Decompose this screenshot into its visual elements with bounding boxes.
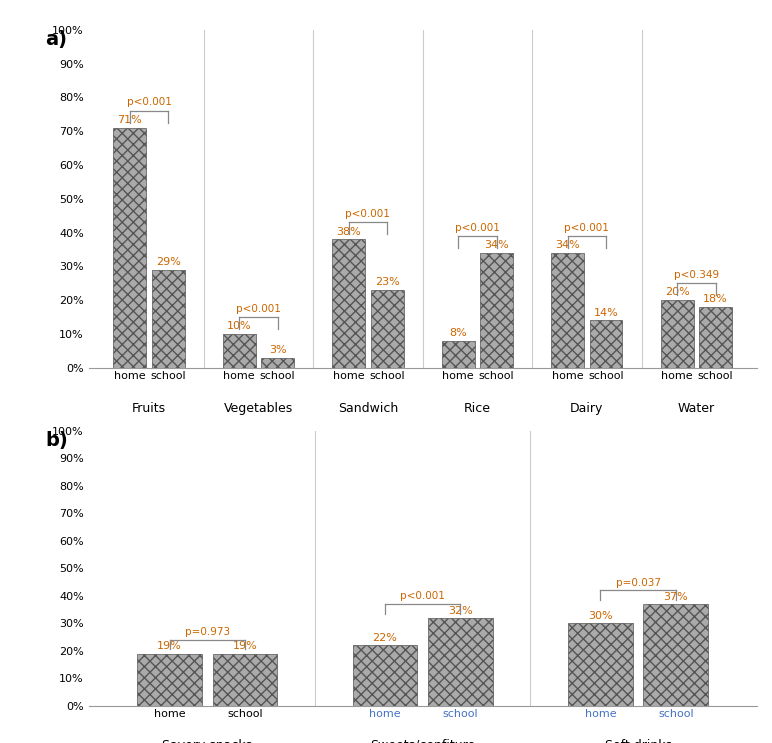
- Text: a): a): [46, 30, 67, 49]
- Bar: [480, 253, 513, 368]
- Bar: [428, 618, 493, 706]
- Text: 23%: 23%: [374, 277, 399, 288]
- Text: 22%: 22%: [373, 633, 398, 643]
- Text: 71%: 71%: [117, 115, 142, 125]
- Text: Fruits: Fruits: [132, 401, 166, 415]
- Text: 34%: 34%: [555, 240, 580, 250]
- Bar: [590, 320, 622, 368]
- Text: 29%: 29%: [156, 257, 181, 267]
- Text: p<0.001: p<0.001: [127, 97, 171, 108]
- Text: p=0.973: p=0.973: [185, 627, 230, 637]
- Bar: [699, 307, 732, 368]
- Bar: [568, 623, 633, 706]
- Bar: [661, 300, 693, 368]
- Bar: [137, 654, 201, 706]
- Text: Sandwich: Sandwich: [338, 401, 398, 415]
- Text: 20%: 20%: [665, 288, 689, 297]
- Text: 32%: 32%: [448, 606, 472, 616]
- Text: Water: Water: [678, 401, 715, 415]
- Text: Dairy: Dairy: [571, 401, 604, 415]
- Text: 19%: 19%: [232, 641, 257, 652]
- Text: 37%: 37%: [663, 592, 688, 602]
- Text: 8%: 8%: [449, 328, 467, 338]
- Bar: [353, 646, 418, 706]
- Text: p<0.001: p<0.001: [346, 209, 391, 219]
- Text: Savory snacks: Savory snacks: [162, 739, 252, 743]
- Text: Sweets/confiture: Sweets/confiture: [370, 739, 476, 743]
- Text: 10%: 10%: [227, 321, 252, 331]
- Text: 30%: 30%: [588, 611, 613, 621]
- Text: p<0.001: p<0.001: [236, 304, 281, 314]
- Text: 14%: 14%: [594, 308, 618, 318]
- Bar: [644, 604, 708, 706]
- Text: 3%: 3%: [269, 345, 286, 355]
- Text: p=0.037: p=0.037: [615, 577, 661, 588]
- Text: 34%: 34%: [484, 240, 509, 250]
- Text: b): b): [46, 431, 68, 450]
- Bar: [152, 270, 185, 368]
- Bar: [371, 290, 404, 368]
- Text: p<0.001: p<0.001: [564, 223, 609, 233]
- Bar: [551, 253, 584, 368]
- Text: 18%: 18%: [703, 294, 728, 304]
- Bar: [261, 357, 294, 368]
- Text: 38%: 38%: [337, 227, 361, 236]
- Bar: [333, 239, 365, 368]
- Text: p<0.001: p<0.001: [400, 591, 445, 601]
- Text: p<0.349: p<0.349: [674, 270, 719, 280]
- Text: 19%: 19%: [157, 641, 182, 652]
- Text: Rice: Rice: [464, 401, 491, 415]
- Text: p<0.001: p<0.001: [455, 223, 499, 233]
- Text: Vegetables: Vegetables: [224, 401, 293, 415]
- Bar: [223, 334, 256, 368]
- Bar: [212, 654, 277, 706]
- Text: Soft drinks: Soft drinks: [604, 739, 672, 743]
- Bar: [113, 128, 146, 368]
- Bar: [442, 341, 475, 368]
